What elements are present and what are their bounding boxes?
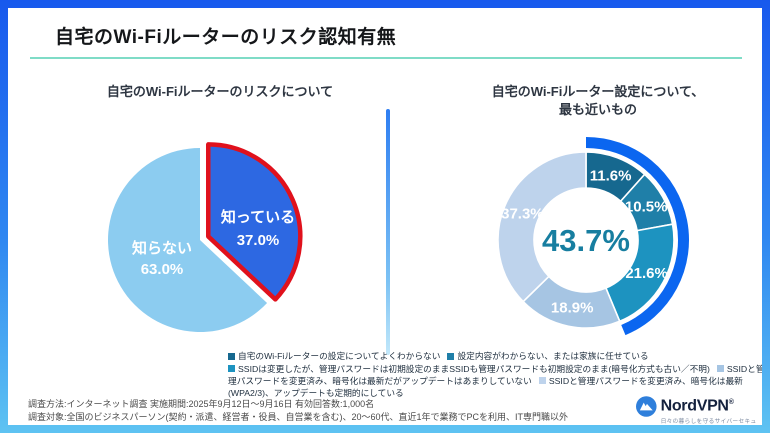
- donut-value-1: 10.5%: [625, 198, 668, 215]
- survey-notes: 調査方法:インターネット調査 実施期間:2025年9月12日～9月16日 有効回…: [28, 398, 568, 423]
- charts-canvas: 知っている 37.0% 知らない 63.0% 11.6% 10.5% 21.6% 18.9% 3…: [108, 137, 689, 336]
- donut-segment-4: [497, 151, 587, 303]
- donut-legend: 自宅のWi-Fiルーターの設定についてよくわからない 設定内容がわからない、または…: [228, 350, 762, 400]
- legend-item-4: SSIDと管理パスワードを変更済み、暗号化は最新だがアップデートはあまりしていな…: [228, 364, 762, 386]
- legend-item-label: SSIDと管理パスワードを変更済み、暗号化は最新だがアップデートはあまりしていな…: [228, 363, 762, 386]
- legend-item-3: SSIDも管理パスワードも初期設定のまま(暗号化方式も古い／不明): [449, 364, 710, 374]
- legend-item-label: SSIDは変更したが、管理パスワードは初期設定のまま: [238, 363, 450, 374]
- donut-highlight-arc: [585, 137, 689, 336]
- brand-name: NordVPN®: [660, 397, 734, 415]
- legend-item-label: 自宅のWi-Fiルーターの設定についてよくわからない: [238, 351, 441, 361]
- pie-label-0: 知っている: [221, 208, 295, 226]
- legend-item-0: 自宅のWi-Fiルーターの設定についてよくわからない: [228, 351, 440, 361]
- donut-value-4: 37.3%: [501, 205, 544, 222]
- brand-tagline: 日々の暮らしを守るサイバーセキュリティ: [660, 419, 757, 425]
- pie-label-1: 知らない: [132, 239, 192, 257]
- section-divider: [386, 109, 390, 355]
- legend-item-2: SSIDは変更したが、管理パスワードは初期設定のまま: [228, 364, 449, 374]
- donut-chart-title-line1: 自宅のWi-Fiルーター設定について、: [491, 84, 705, 99]
- title-underline: [30, 57, 742, 59]
- legend-marker-icon: [538, 377, 546, 385]
- legend-marker-icon: [228, 352, 235, 360]
- donut-value-3: 18.9%: [551, 300, 594, 317]
- survey-target-note: 調査対象:全国のビジネスパーソン(契約・派遣、経営者・役員、自営業を含む)、20…: [28, 411, 569, 422]
- pie-chart-title: 自宅のWi-Fiルーターのリスクについて: [106, 84, 334, 99]
- donut-chart-title-line2: 最も近いもの: [558, 102, 637, 117]
- legend-marker-icon: [447, 352, 455, 360]
- legend-marker-icon: [228, 365, 235, 373]
- nordvpn-logo: NordVPN® 日々の暮らしを守るサイバーセキュリティ: [636, 393, 762, 425]
- pie-value-1: 63.0%: [141, 261, 184, 278]
- infographic-canvas: 自宅のWi-Fiルーターのリスク認知有無 自宅のWi-Fiルーターのリスクについ…: [8, 8, 762, 425]
- pie-slice-1: [108, 148, 268, 332]
- donut-value-2: 21.6%: [625, 265, 668, 282]
- legend-item-1: 設定内容がわからない、または家族に任せている: [447, 351, 649, 361]
- donut-chart-title: 自宅のWi-Fiルーター設定について、 最も近いもの: [460, 83, 736, 119]
- legend-item-label: SSIDも管理パスワードも初期設定のまま(暗号化方式も古い／不明): [449, 363, 710, 374]
- donut-center-label: 43.7%: [542, 223, 630, 258]
- donut-value-0: 11.6%: [590, 168, 632, 185]
- nordvpn-mountain-icon: [636, 396, 657, 417]
- legend-item-label: 設定内容がわからない、または家族に任せている: [457, 351, 649, 361]
- pie-slice-0: [206, 142, 303, 302]
- page-title: 自宅のWi-Fiルーターのリスク認知有無: [55, 27, 397, 48]
- legend-item-5: SSIDと管理パスワードを変更済み、暗号化は最新(WPA2/3)、アップデートも…: [228, 376, 743, 398]
- pie-value-0: 37.0%: [237, 232, 280, 249]
- survey-method-note: 調査方法:インターネット調査 実施期間:2025年9月12日～9月16日 有効回…: [28, 399, 375, 409]
- registered-mark: ®: [728, 399, 734, 406]
- legend-item-label: SSIDと管理パスワードを変更済み、暗号化は最新(WPA2/3)、アップデートも…: [228, 375, 743, 399]
- legend-marker-icon: [716, 365, 724, 373]
